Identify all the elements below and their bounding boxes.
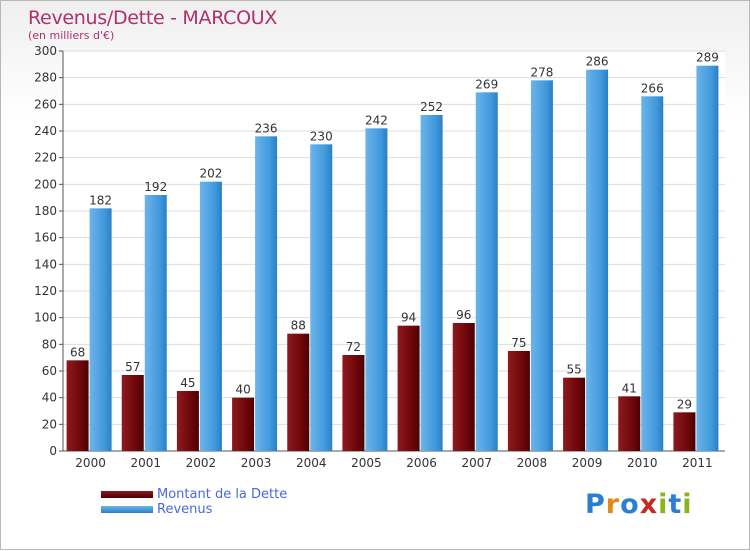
bar-debt [66,360,89,451]
bar-debt [618,396,641,451]
chart-subtitle: (en milliers d'€) [28,29,115,42]
data-label-revenue: 192 [144,180,167,194]
value-labels: 68 182 57 192 45 202 40 236 88 230 72 242 94 252 96 269… [70,51,719,412]
bar-revenue [89,208,112,451]
y-tick-label: 0 [49,444,57,458]
data-label-debt: 29 [677,397,692,411]
data-label-debt: 96 [456,308,471,322]
bar-debt [121,375,144,451]
bar-revenue [365,128,388,451]
bar-revenue [530,80,553,451]
y-tick-label: 100 [34,311,57,325]
grid-lines [63,50,725,452]
y-tick-label: 40 [42,391,57,405]
data-label-revenue: 252 [420,100,443,114]
bar-revenue [199,181,222,451]
bar-debt [673,412,696,451]
bar-revenue [641,96,664,451]
bar-debt [397,325,420,451]
data-label-revenue: 182 [89,193,112,207]
bar-debt [507,351,530,451]
data-label-debt: 94 [401,311,416,325]
y-tick-label: 280 [34,71,57,85]
logo-letter: x [639,489,659,520]
y-tick-label: 80 [42,337,57,351]
x-tick-label: 2007 [461,456,492,470]
legend-label-debt: Montant de la Dette [157,487,288,502]
data-label-revenue: 230 [310,129,333,143]
data-label-revenue: 236 [255,121,278,135]
y-tick-label: 120 [34,284,57,298]
proxiti-logo: Proxiti [585,489,693,520]
data-label-debt: 75 [511,336,526,350]
bar-debt [287,333,310,451]
x-tick-label: 2002 [186,456,217,470]
legend-swatch-revenue [101,506,153,513]
x-tick-label: 2008 [517,456,548,470]
bar-revenue [420,115,443,451]
bars [66,65,719,452]
y-tick-label: 180 [34,204,57,218]
data-label-revenue: 278 [530,65,553,79]
logo-letter: i [658,489,669,520]
data-label-revenue: 242 [365,113,388,127]
logo-letter: r [605,489,621,520]
bar-revenue [475,92,498,451]
logo-letter: i [682,489,693,520]
x-tick-label: 2004 [296,456,327,470]
data-label-revenue: 286 [586,55,609,69]
data-label-debt: 68 [70,345,85,359]
y-tick-label: 260 [34,97,57,111]
bar-debt [563,377,586,451]
x-tick-label: 2011 [682,456,713,470]
logo-letter: o [620,489,640,520]
data-label-revenue: 289 [696,51,719,65]
bar-debt [342,355,365,451]
bar-revenue [310,144,333,452]
data-label-debt: 72 [346,340,361,354]
bar-debt [452,323,475,451]
logo-letter: P [585,489,606,520]
y-tick-label: 240 [34,124,57,138]
data-label-debt: 40 [235,383,250,397]
chart-title: Revenus/Dette - MARCOUX [28,7,278,29]
axes: 0204060801001201401601802002202402602803… [34,44,725,470]
y-tick-label: 300 [34,44,57,58]
bar-revenue [144,195,167,451]
y-tick-label: 160 [34,231,57,245]
legend-swatch-debt [101,491,153,498]
data-label-debt: 41 [622,381,637,395]
x-tick-label: 2005 [351,456,382,470]
x-tick-label: 2000 [75,456,106,470]
data-label-debt: 45 [180,376,195,390]
y-tick-label: 60 [42,364,57,378]
data-label-revenue: 266 [641,81,664,95]
x-tick-label: 2003 [241,456,272,470]
bar-revenue [586,69,609,452]
bar-revenue [255,136,278,452]
data-label-debt: 88 [291,319,306,333]
x-tick-label: 2001 [130,456,161,470]
x-tick-label: 2010 [627,456,658,470]
legend-label-revenue: Revenus [157,502,213,517]
data-label-revenue: 202 [199,167,222,181]
logo-letter: t [668,489,683,520]
x-tick-label: 2009 [572,456,603,470]
y-tick-label: 20 [42,417,57,431]
data-label-debt: 57 [125,360,140,374]
bar-revenue [696,65,719,452]
bar-debt [176,391,199,451]
plot-area [63,51,725,451]
y-tick-label: 220 [34,151,57,165]
data-label-revenue: 269 [475,77,498,91]
y-tick-label: 200 [34,177,57,191]
y-tick-label: 140 [34,257,57,271]
data-label-debt: 55 [566,363,581,377]
x-tick-label: 2006 [406,456,437,470]
bar-debt [232,397,255,451]
